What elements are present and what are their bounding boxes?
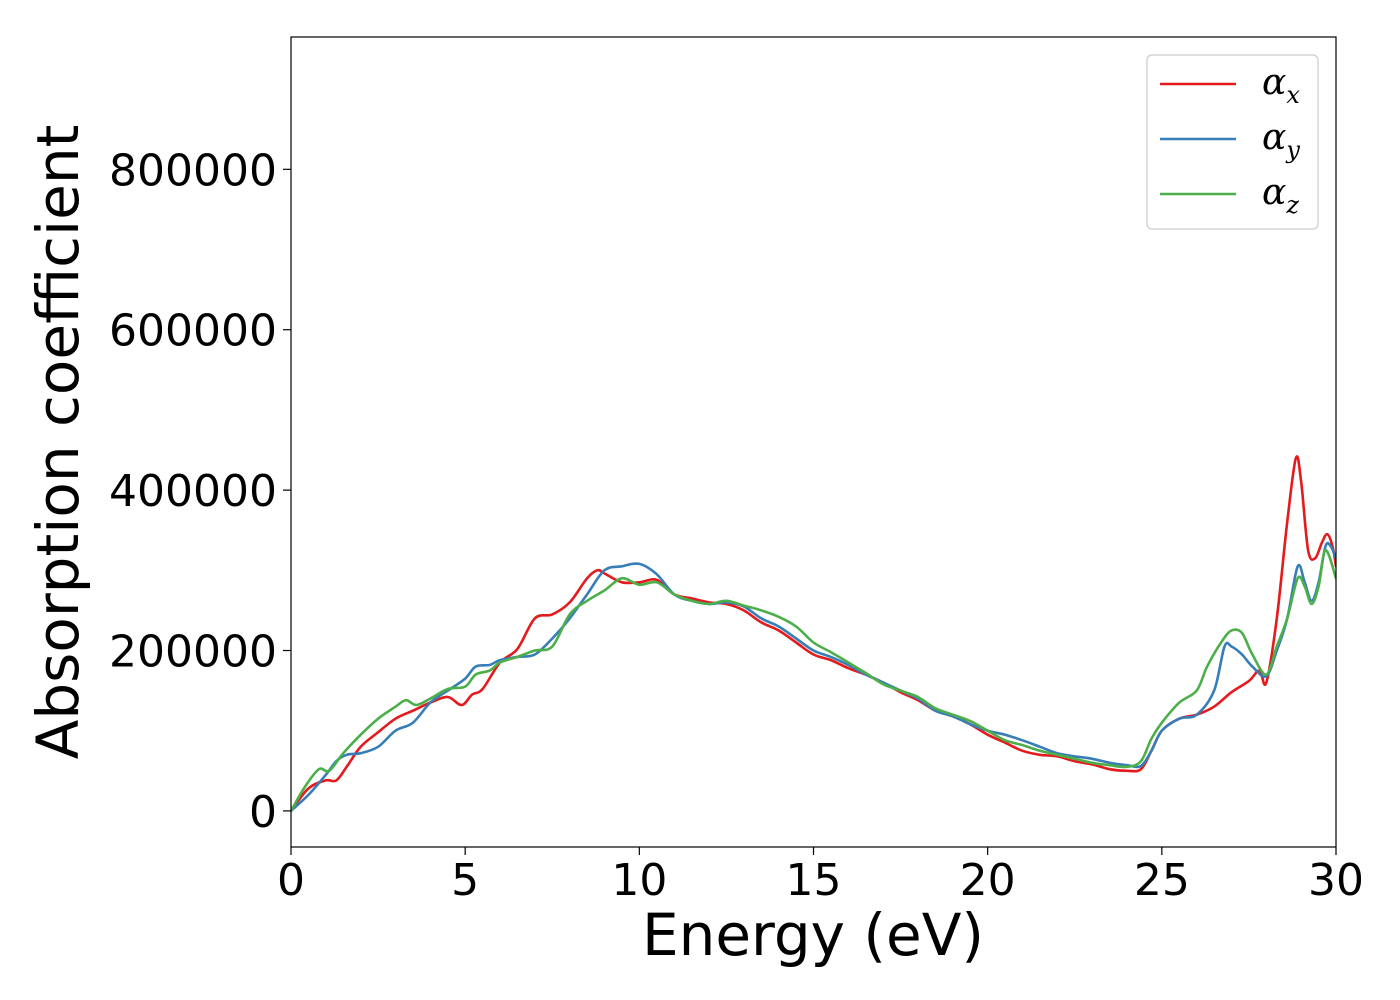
series-line-z (291, 548, 1336, 813)
y-tick-label: 800000 (109, 145, 277, 196)
legend-symbol: α (1262, 62, 1286, 103)
series-line-y (291, 541, 1336, 813)
x-tick-label: 25 (1134, 855, 1190, 906)
legend-symbol: α (1262, 117, 1286, 158)
x-tick-label: 5 (451, 855, 479, 906)
legend-label-z: αz (1262, 172, 1299, 219)
legend-symbol: α (1262, 172, 1286, 213)
x-tick-label: 10 (611, 855, 667, 906)
y-axis: 0 200000 400000 600000 800000 (109, 145, 291, 838)
y-tick-label: 0 (249, 787, 277, 838)
x-tick-label: 30 (1308, 855, 1364, 906)
x-axis-title: Energy (eV) (642, 901, 984, 969)
series-layer (291, 455, 1336, 813)
x-tick-label: 20 (960, 855, 1016, 906)
y-tick-label: 400000 (109, 466, 277, 517)
legend-label-y: αy (1262, 117, 1300, 164)
legend-subscript: x (1286, 81, 1300, 109)
legend-subscript: y (1285, 136, 1300, 164)
legend-label-x: αx (1262, 62, 1300, 109)
y-tick-label: 200000 (109, 627, 277, 678)
legend-subscript: z (1285, 191, 1299, 219)
y-tick-label: 600000 (109, 306, 277, 357)
x-tick-label: 15 (786, 855, 842, 906)
x-axis: 0 5 10 15 20 25 30 (277, 847, 1364, 906)
y-axis-title: Absorption coefficient (24, 125, 92, 760)
x-tick-label: 0 (277, 855, 305, 906)
legend-box (1146, 54, 1319, 230)
